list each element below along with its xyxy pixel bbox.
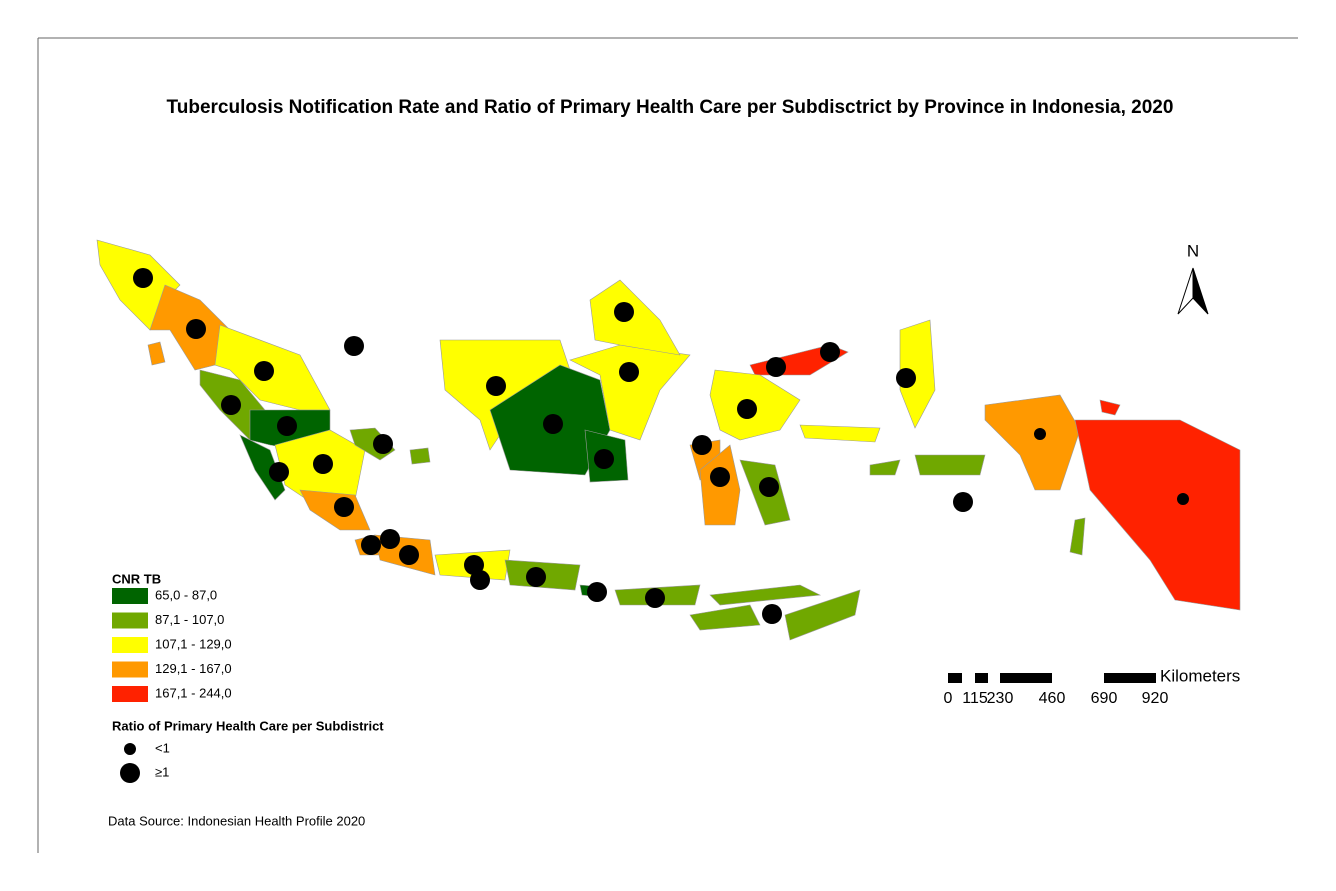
scale-label: 0 xyxy=(944,690,953,707)
north-label: N xyxy=(1187,241,1199,260)
data-source: Data Source: Indonesian Health Profile 2… xyxy=(108,813,365,828)
dot xyxy=(221,395,241,415)
dot xyxy=(1177,493,1189,505)
legend-swatch xyxy=(112,686,148,702)
ratio-legend-label: <1 xyxy=(155,740,170,755)
dot xyxy=(133,268,153,288)
scale-segment xyxy=(1000,673,1052,683)
dot xyxy=(269,462,289,482)
scale-label: 230 xyxy=(987,690,1014,707)
legend-swatch xyxy=(112,661,148,678)
dot xyxy=(334,497,354,517)
province xyxy=(689,604,761,631)
legend-label: 107,1 - 129,0 xyxy=(155,636,232,651)
scale-label: 690 xyxy=(1091,690,1118,707)
dot xyxy=(766,357,786,377)
dot xyxy=(759,477,779,497)
province xyxy=(1069,517,1086,556)
dot xyxy=(470,570,490,590)
province xyxy=(784,589,861,641)
province xyxy=(589,279,681,356)
dot xyxy=(186,319,206,339)
north-arrow xyxy=(1192,267,1209,315)
dot xyxy=(277,416,297,436)
dot xyxy=(380,529,400,549)
dot xyxy=(486,376,506,396)
dot xyxy=(1034,428,1046,440)
dot xyxy=(464,555,484,575)
scale-segment xyxy=(975,673,988,683)
province xyxy=(984,394,1081,491)
province xyxy=(409,447,431,465)
province xyxy=(147,341,166,366)
province xyxy=(914,454,986,476)
scale-bar: Kilometers 0 115 230 460 690 920 xyxy=(944,666,1241,707)
legend-swatch xyxy=(112,612,148,629)
dot xyxy=(762,604,782,624)
dot xyxy=(587,582,607,602)
province xyxy=(1074,419,1241,611)
province xyxy=(709,584,822,606)
ratio-legend-dot xyxy=(120,763,140,783)
dot xyxy=(614,302,634,322)
scale-label: 920 xyxy=(1142,690,1169,707)
scale-label: 115 xyxy=(962,690,988,707)
dot xyxy=(619,362,639,382)
dot xyxy=(254,361,274,381)
dot xyxy=(896,368,916,388)
scale-label: 460 xyxy=(1039,690,1066,707)
legend-swatch xyxy=(112,588,148,604)
province xyxy=(799,424,881,443)
legend: 65,0 - 87,0 87,1 - 107,0 107,1 - 129,0 129,… xyxy=(112,587,232,702)
scale-unit: Kilometers xyxy=(1160,666,1240,685)
dot xyxy=(710,467,730,487)
ratio-legend-label: ≥1 xyxy=(155,764,169,779)
dot xyxy=(820,342,840,362)
legend-label: 65,0 - 87,0 xyxy=(155,587,217,602)
dot xyxy=(543,414,563,434)
dot xyxy=(373,434,393,454)
dot xyxy=(594,449,614,469)
dot xyxy=(953,492,973,512)
legend-label: 167,1 - 244,0 xyxy=(155,685,232,700)
province xyxy=(869,459,901,476)
ratio-legend-title: Ratio of Primary Health Care per Subdist… xyxy=(112,718,384,733)
north-arrow xyxy=(1177,267,1194,315)
map-title: Tuberculosis Notification Rate and Ratio… xyxy=(167,97,1174,118)
legend-swatch xyxy=(112,637,148,653)
legend-title: CNR TB xyxy=(112,571,161,586)
legend-label: 129,1 - 167,0 xyxy=(155,661,232,676)
provinces xyxy=(96,239,1241,641)
dot xyxy=(399,545,419,565)
dot xyxy=(737,399,757,419)
province xyxy=(239,434,286,501)
ratio-dots xyxy=(133,268,1189,624)
dot xyxy=(645,588,665,608)
scale-segment xyxy=(1104,673,1156,683)
scale-segment xyxy=(948,673,962,683)
legend-label: 87,1 - 107,0 xyxy=(155,612,224,627)
dot xyxy=(692,435,712,455)
province xyxy=(1099,399,1121,416)
dot xyxy=(313,454,333,474)
dot xyxy=(361,535,381,555)
dot xyxy=(526,567,546,587)
dot xyxy=(344,336,364,356)
ratio-legend-dot xyxy=(124,743,136,755)
